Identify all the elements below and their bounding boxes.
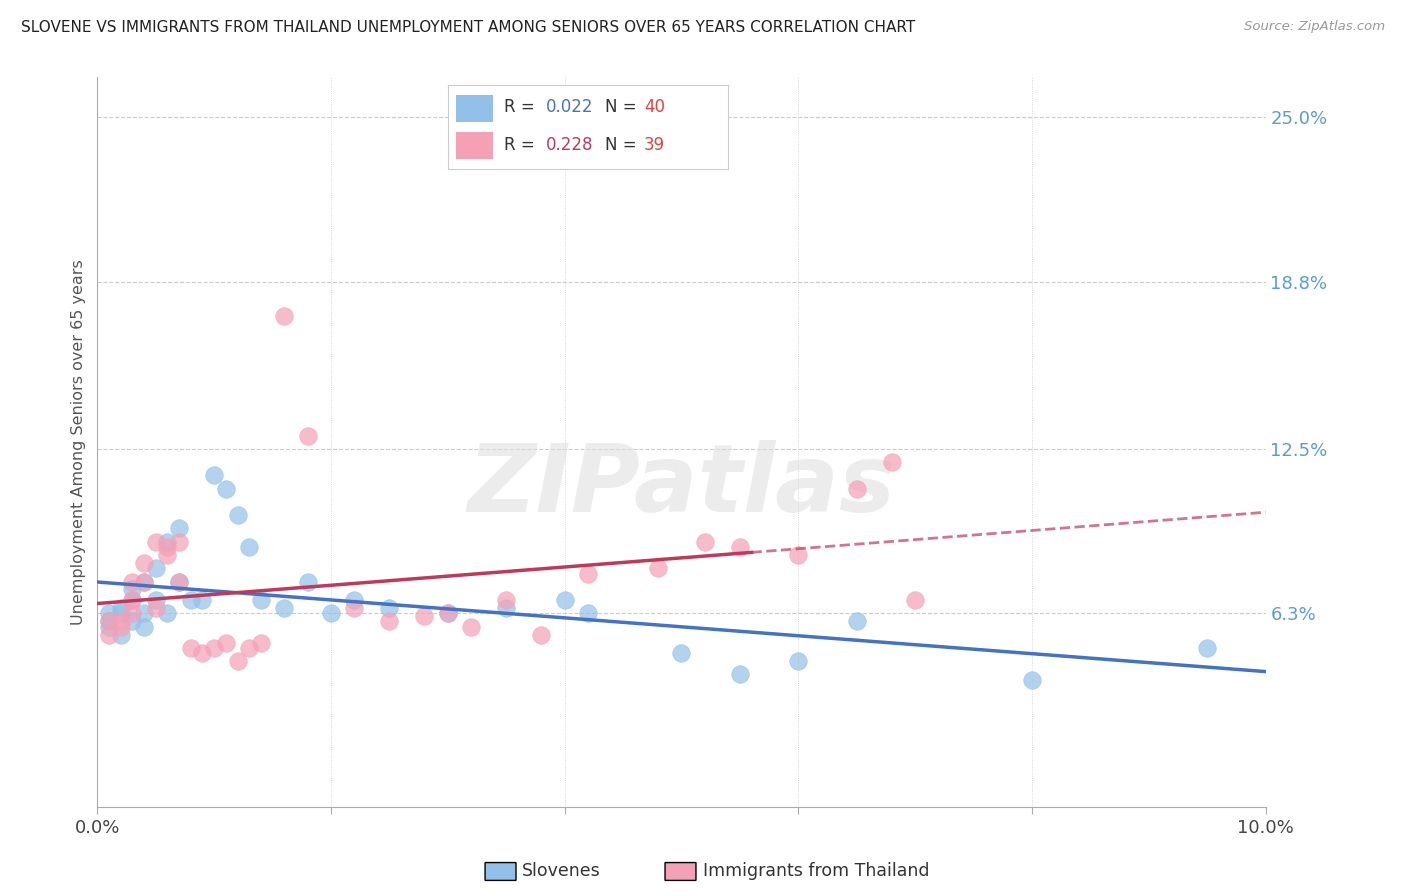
Text: Immigrants from Thailand: Immigrants from Thailand [703, 863, 929, 880]
Point [728, 540, 751, 554]
Point [728, 667, 751, 681]
Text: SLOVENE VS IMMIGRANTS FROM THAILAND UNEMPLOYMENT AMONG SENIORS OVER 65 YEARS COR: SLOVENE VS IMMIGRANTS FROM THAILAND UNEM… [21, 20, 915, 35]
Point [132, 574, 155, 589]
Point [1197, 640, 1219, 655]
Point [530, 627, 553, 641]
Point [132, 574, 155, 589]
Point [238, 640, 260, 655]
Text: Source: ZipAtlas.com: Source: ZipAtlas.com [1244, 20, 1385, 33]
Point [437, 607, 460, 621]
Point [238, 540, 260, 554]
Point [132, 607, 155, 621]
Point [98, 615, 121, 629]
Point [167, 534, 190, 549]
Point [787, 654, 810, 668]
Point [156, 540, 179, 554]
Point [343, 593, 366, 607]
Point [167, 574, 190, 589]
Point [495, 593, 517, 607]
Point [273, 310, 295, 324]
Point [250, 593, 273, 607]
Point [671, 646, 693, 660]
Point [495, 601, 517, 615]
Text: Slovenes: Slovenes [522, 863, 600, 880]
Point [554, 593, 576, 607]
Point [145, 593, 167, 607]
Point [693, 534, 716, 549]
Point [250, 635, 273, 649]
Point [273, 601, 295, 615]
Point [98, 627, 121, 641]
Text: ZIPatlas: ZIPatlas [467, 440, 896, 532]
Point [167, 521, 190, 535]
Point [437, 607, 460, 621]
Point [180, 640, 202, 655]
Point [167, 574, 190, 589]
Point [880, 455, 903, 469]
Y-axis label: Unemployment Among Seniors over 65 years: Unemployment Among Seniors over 65 years [72, 260, 86, 625]
Point [297, 428, 319, 442]
Point [647, 561, 669, 575]
Point [121, 574, 143, 589]
Point [121, 607, 143, 621]
Point [132, 556, 155, 570]
Point [121, 593, 143, 607]
Point [319, 607, 342, 621]
Point [156, 607, 179, 621]
Point [98, 607, 121, 621]
Point [156, 548, 179, 562]
Point [460, 620, 482, 634]
Point [226, 508, 249, 523]
Point [845, 615, 868, 629]
Point [191, 646, 214, 660]
Point [378, 615, 401, 629]
Point [215, 635, 238, 649]
Point [378, 601, 401, 615]
Point [110, 607, 132, 621]
Point [787, 548, 810, 562]
Point [413, 609, 436, 624]
Point [904, 593, 927, 607]
Point [576, 607, 599, 621]
Point [202, 640, 225, 655]
Point [110, 601, 132, 615]
Point [121, 593, 143, 607]
Point [215, 482, 238, 496]
Point [226, 654, 249, 668]
Point [98, 615, 121, 629]
Point [156, 534, 179, 549]
Point [202, 468, 225, 483]
Point [110, 615, 132, 629]
Point [576, 566, 599, 581]
Point [145, 534, 167, 549]
Point [343, 601, 366, 615]
Point [297, 574, 319, 589]
Point [121, 615, 143, 629]
Point [845, 482, 868, 496]
Point [1021, 673, 1043, 687]
Point [110, 620, 132, 634]
Point [145, 601, 167, 615]
Point [191, 593, 214, 607]
Point [98, 620, 121, 634]
Point [110, 627, 132, 641]
Point [132, 620, 155, 634]
Point [180, 593, 202, 607]
Point [121, 582, 143, 597]
Point [145, 561, 167, 575]
